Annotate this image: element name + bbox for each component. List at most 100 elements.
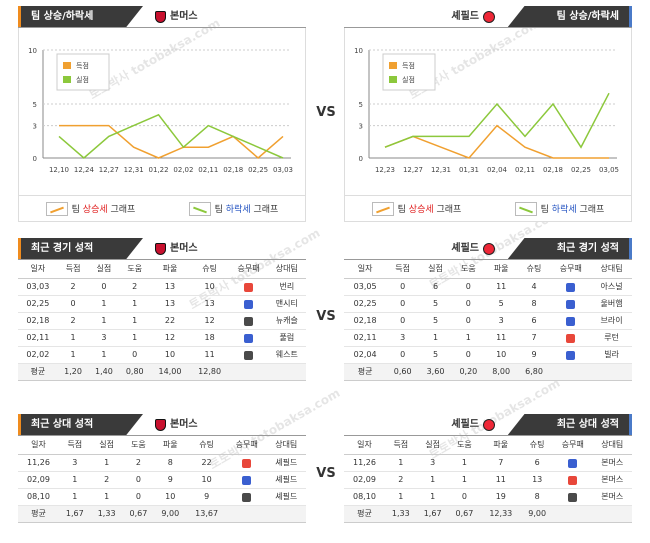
vs-label: VS	[316, 105, 336, 120]
result-win-icon: W	[566, 282, 576, 292]
table-cell: 14,00	[150, 363, 190, 381]
table-cell: 08,10	[344, 488, 385, 506]
table-cell: 0,67	[122, 505, 155, 523]
table-cell: 13,67	[186, 505, 228, 523]
bournemouth-crest-icon	[155, 419, 166, 431]
line-chart: 0 3 5 10 12,23 12,27 12,31 01,31 02,04 02,11 02,18…	[354, 47, 619, 174]
table-cell: 5	[419, 295, 452, 313]
x-tick-label: 02,18	[543, 166, 563, 174]
table-cell: 빌라	[591, 346, 632, 364]
table-cell: 0	[57, 295, 89, 313]
team-label: 본머스	[155, 6, 198, 28]
recent-table: 일자득점실점도움파울슈팅승무패상대팀03,05060114W아스널02,2505…	[344, 260, 632, 381]
table-cell: 02,18	[18, 312, 58, 330]
result-cell: D	[229, 346, 268, 364]
table-cell: 22	[186, 454, 228, 472]
result-cell: L	[229, 278, 268, 296]
table-cell: 1	[384, 454, 417, 472]
table-cell: 3	[484, 312, 518, 330]
column-header: 슈팅	[517, 260, 551, 279]
team-name: 셰필드	[451, 243, 479, 254]
table-cell: 1	[451, 329, 485, 347]
table-cell: 0	[386, 346, 420, 364]
vs-label: VS	[316, 309, 336, 324]
column-header: 슈팅	[189, 260, 230, 279]
table-row: 02,250111313W맨시티	[18, 295, 306, 313]
column-header: 도움	[122, 436, 155, 455]
table-row: 08,10110109D셰필드	[18, 488, 306, 506]
table-row: 02,092111113L본머스	[344, 471, 632, 489]
x-tick-label: 01,22	[149, 166, 169, 174]
column-header: 득점	[384, 436, 417, 455]
table-cell: 4	[517, 278, 551, 296]
table-row: 02,2505058W울버햄	[344, 295, 632, 313]
up-graph-toggle[interactable]: 팀 상승세 그래프	[371, 201, 461, 216]
table-cell: 13	[521, 471, 554, 489]
table-cell: 02,18	[344, 312, 387, 330]
divider	[344, 27, 632, 28]
x-tick-label: 12,27	[403, 166, 423, 174]
result-cell: L	[550, 329, 592, 347]
x-tick-label: 12,27	[99, 166, 119, 174]
column-header: 파울	[484, 260, 518, 279]
legend-text: 상승세	[82, 205, 108, 215]
down-graph-toggle[interactable]: 팀 하락세 그래프	[188, 201, 278, 216]
table-cell: 10	[150, 346, 190, 364]
up-trend-icon	[45, 201, 68, 216]
table-cell: 1	[57, 329, 89, 347]
legend-text: 팀	[397, 205, 409, 215]
result-win-icon: W	[566, 350, 576, 360]
table-cell: 6	[419, 278, 452, 296]
x-tick-label: 12,10	[49, 166, 69, 174]
y-tick-label: 0	[359, 155, 363, 163]
table-cell: 울버햄	[591, 295, 632, 313]
result-cell: L	[227, 454, 267, 472]
bournemouth-crest-icon	[155, 243, 166, 255]
result-cell: D	[553, 488, 593, 506]
y-tick-label: 5	[33, 101, 37, 109]
y-tick-label: 5	[359, 101, 363, 109]
y-tick-label: 3	[33, 123, 37, 131]
column-header: 일자	[18, 436, 59, 455]
result-win-icon: W	[566, 316, 576, 326]
column-header: 실점	[416, 436, 449, 455]
table-cell: 2	[119, 278, 151, 296]
legend-text: 팀	[540, 205, 552, 215]
table-header-row: 일자 득점 실점 도움 파울 슈팅 승무패 상대팀	[344, 436, 632, 455]
x-tick-label: 02,25	[248, 166, 268, 174]
legend-swatch	[389, 62, 397, 69]
h2h-table: 일자득점실점도움파울슈팅승무패상대팀11,26312822L셰필드02,0912…	[18, 436, 306, 523]
table-cell: 0	[119, 346, 151, 364]
table-cell: 03,03	[18, 278, 58, 296]
y-tick-label: 10	[28, 47, 37, 55]
table-cell: 19	[480, 488, 522, 506]
table-cell: 1	[90, 454, 123, 472]
up-graph-toggle[interactable]: 팀 상승세 그래프	[45, 201, 135, 216]
recent-header-right: 최근 경기 성적 셰필드	[344, 238, 632, 260]
x-tick-label: 02,02	[173, 166, 193, 174]
y-tick-label: 0	[33, 155, 37, 163]
table-cell: 3,60	[419, 363, 452, 381]
table-cell: 10	[154, 488, 187, 506]
x-tick-label: 02,04	[487, 166, 508, 174]
result-win-icon: W	[244, 333, 254, 343]
table-cell: 1	[384, 488, 417, 506]
table-cell: 본머스	[592, 488, 632, 506]
divider	[344, 259, 632, 260]
table-cell: 0	[451, 312, 485, 330]
sheffield-crest-icon	[483, 243, 495, 255]
down-graph-toggle[interactable]: 팀 하락세 그래프	[514, 201, 604, 216]
result-draw-icon: D	[244, 350, 254, 360]
table-cell: 02,04	[344, 346, 387, 364]
result-cell: D	[227, 488, 267, 506]
column-header: 일자	[18, 260, 58, 279]
team-name: 셰필드	[451, 11, 479, 22]
legend-text: 하락세	[225, 205, 251, 215]
divider	[18, 435, 306, 436]
team-label: 셰필드	[451, 6, 495, 28]
column-header: 상대팀	[592, 436, 632, 455]
table-cell: 9	[186, 488, 228, 506]
table-cell: 7	[480, 454, 522, 472]
down-trend-icon	[514, 201, 537, 216]
